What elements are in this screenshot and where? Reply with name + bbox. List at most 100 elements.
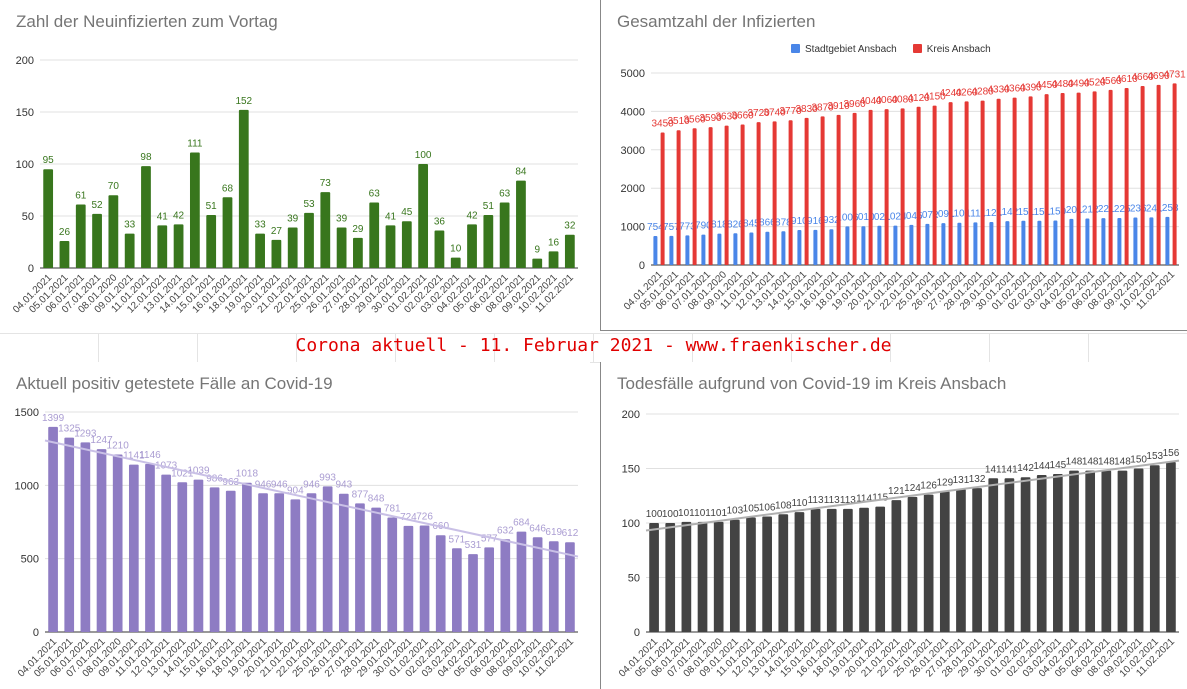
data-label: 42 <box>466 210 478 221</box>
data-label: 29 <box>352 224 364 235</box>
chart-new-infections: 0 50 100 150 200 04.01.2021 05.01.2021 06.01.20… <box>0 0 590 330</box>
data-label: 790 <box>695 221 712 232</box>
bar <box>1149 217 1154 265</box>
bar <box>681 521 692 632</box>
bar <box>794 512 805 632</box>
bar <box>1037 220 1042 265</box>
bar <box>320 192 331 268</box>
bar <box>177 482 188 632</box>
bar <box>724 125 729 265</box>
data-label: 932 <box>823 215 840 226</box>
data-label: 144 <box>1033 461 1050 472</box>
bar <box>797 230 802 265</box>
data-label: 1151 <box>1029 207 1051 218</box>
y-tick-label: 1000 <box>15 480 39 492</box>
bar <box>516 531 527 632</box>
bar <box>322 486 333 632</box>
banner: Corona aktuell - 11. Februar 2021 - www.… <box>295 335 892 356</box>
data-label: 141 <box>985 464 1002 475</box>
data-label: 4330 <box>987 85 1010 96</box>
data-label: 1006 <box>836 212 859 223</box>
data-label: 916 <box>807 216 824 227</box>
bar <box>548 541 559 632</box>
bar <box>75 204 86 268</box>
bar <box>972 488 982 632</box>
bar <box>948 102 953 266</box>
bar <box>499 202 510 268</box>
data-label: 3590 <box>699 113 722 124</box>
data-label: 1021 <box>868 212 891 223</box>
bar <box>64 437 75 632</box>
chart-title: Zahl der Neuinfizierten zum Vortag <box>16 12 278 31</box>
bar <box>964 101 969 265</box>
bar <box>1165 216 1170 265</box>
bar <box>141 166 151 268</box>
data-label: 3830 <box>795 104 818 115</box>
bar <box>48 426 58 632</box>
data-label: 4731 <box>1163 69 1186 80</box>
data-label: 757 <box>663 222 680 233</box>
data-label: 132 <box>969 474 986 485</box>
data-label: 45 <box>401 207 413 218</box>
data-label: 4040 <box>859 96 882 107</box>
bar <box>980 100 985 265</box>
data-label: 963 <box>222 477 239 488</box>
data-label: 1045 <box>900 211 923 222</box>
bar <box>836 114 841 265</box>
data-label: 1121 <box>981 208 1003 219</box>
data-label: 946 <box>303 479 320 490</box>
y-tick-label: 150 <box>622 464 640 476</box>
y-tick-label: 2000 <box>621 183 645 195</box>
data-label: 4240 <box>939 88 962 99</box>
bar <box>304 212 314 268</box>
data-label: 148 <box>1082 457 1099 468</box>
bar <box>1053 473 1063 632</box>
data-label: 4490 <box>1067 79 1090 90</box>
data-label: 1325 <box>58 424 81 435</box>
bar <box>740 124 745 266</box>
bar <box>1036 475 1047 632</box>
data-label: 131 <box>953 475 970 486</box>
data-label: 1072 <box>916 210 939 221</box>
bar <box>189 152 200 268</box>
data-label: 1212 <box>1076 204 1099 215</box>
data-label: 39 <box>336 213 348 224</box>
data-label: 986 <box>206 473 223 484</box>
data-label: 781 <box>384 503 401 514</box>
bar <box>884 109 889 265</box>
bar <box>483 214 494 268</box>
data-label: 108 <box>775 500 792 511</box>
bar <box>435 535 446 632</box>
bar <box>532 258 543 268</box>
bar <box>989 221 994 265</box>
data-label: 100 <box>646 509 663 520</box>
data-label: 724 <box>400 512 417 523</box>
y-tick-label: 5000 <box>621 68 645 80</box>
bar <box>941 223 946 265</box>
data-label: 4150 <box>923 92 946 103</box>
data-label: 1201 <box>1060 205 1083 216</box>
bar <box>1101 470 1112 632</box>
bar <box>765 231 770 265</box>
data-label: 845 <box>743 219 760 230</box>
bar <box>749 232 754 265</box>
bar <box>401 221 412 268</box>
chart-title: Aktuell positiv getestete Fälle an Covid… <box>16 374 333 393</box>
data-label: 3560 <box>683 114 706 125</box>
data-label: 1039 <box>187 466 210 477</box>
bar <box>258 493 268 632</box>
bar <box>80 442 91 632</box>
chart-svg: 05010015020004.01.202105.01.202106.01.20… <box>617 409 1180 680</box>
data-label: 150 <box>1130 455 1147 466</box>
bar <box>843 508 853 632</box>
bar <box>1108 89 1113 265</box>
bar <box>781 231 786 265</box>
bar <box>685 235 690 265</box>
data-label: 61 <box>75 191 87 202</box>
bar <box>973 222 978 265</box>
bar <box>1053 220 1058 265</box>
data-label: 619 <box>545 527 562 538</box>
data-label: 111 <box>187 139 203 150</box>
bar <box>810 508 821 632</box>
bar <box>355 503 365 632</box>
